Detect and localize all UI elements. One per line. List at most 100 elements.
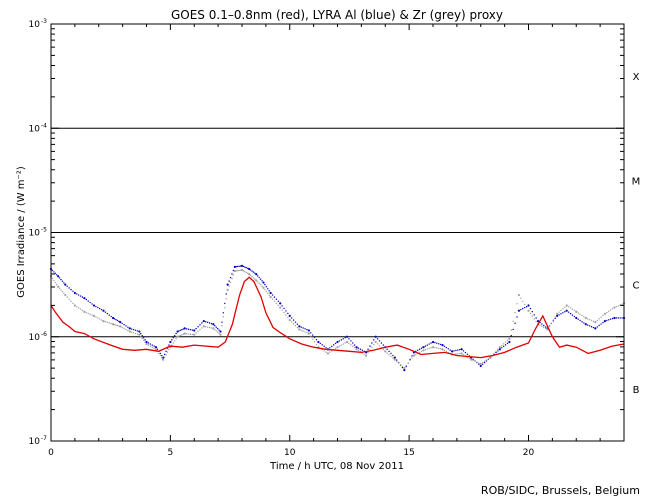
data-point: [311, 334, 314, 336]
data-point: [147, 344, 150, 346]
data-point: [187, 328, 190, 330]
data-point: [388, 353, 390, 356]
data-point: [560, 313, 562, 315]
data-point: [418, 351, 421, 354]
data-point: [355, 346, 358, 349]
data-point: [81, 296, 84, 298]
data-point: [92, 304, 96, 307]
data-point: [183, 332, 186, 335]
data-point: [237, 269, 239, 272]
y-tick-label: 10: [29, 437, 41, 447]
data-point: [162, 356, 165, 359]
data-point: [269, 291, 272, 295]
data-point: [182, 328, 184, 330]
data-point: [273, 296, 276, 298]
data-point: [283, 307, 285, 310]
data-point: [95, 305, 97, 308]
data-point: [244, 270, 246, 273]
data-point: [592, 320, 595, 323]
data-point: [522, 307, 524, 310]
data-point: [255, 273, 258, 276]
data-point: [523, 306, 526, 309]
data-point: [144, 341, 146, 343]
series-layer: [49, 264, 626, 372]
data-point: [123, 327, 125, 330]
data-point: [588, 318, 591, 321]
data-point: [257, 281, 259, 283]
data-point: [61, 280, 64, 282]
data-point: [514, 311, 516, 314]
data-point: [608, 319, 610, 321]
data-point: [83, 310, 86, 313]
data-point: [166, 351, 169, 353]
x-tick-label: 10: [284, 448, 296, 458]
data-point: [541, 325, 543, 328]
data-point: [409, 359, 411, 362]
data-point: [590, 319, 593, 322]
data-point: [267, 292, 269, 295]
data-point: [205, 326, 207, 328]
data-point: [353, 347, 356, 349]
data-point: [306, 332, 308, 334]
y-tick-label: 10: [29, 124, 41, 134]
data-point: [104, 311, 107, 313]
data-point: [125, 325, 127, 327]
data-point: [403, 366, 406, 370]
data-point: [535, 320, 537, 323]
data-point: [181, 328, 183, 331]
data-point: [544, 327, 547, 330]
data-point: [154, 348, 158, 351]
data-point: [434, 346, 436, 349]
data-point: [68, 298, 70, 300]
data-point: [323, 350, 325, 352]
data-point: [533, 318, 535, 320]
data-point: [457, 353, 459, 355]
data-point: [123, 323, 125, 326]
data-point: [502, 343, 505, 345]
data-point: [91, 303, 93, 305]
data-point: [487, 358, 490, 360]
lyra-al-proxy-series: [49, 264, 626, 372]
data-point: [268, 290, 270, 292]
data-point: [259, 278, 262, 280]
data-point: [156, 348, 159, 350]
data-point: [340, 339, 343, 341]
data-point: [588, 325, 591, 327]
data-point: [292, 319, 295, 321]
data-point: [565, 304, 568, 307]
data-point: [53, 271, 55, 273]
data-point: [302, 330, 304, 332]
data-point: [158, 352, 160, 355]
data-point: [185, 328, 188, 330]
data-point: [508, 340, 511, 344]
data-point: [91, 314, 93, 316]
data-point: [187, 333, 190, 335]
data-point: [554, 316, 556, 318]
data-point: [163, 353, 166, 356]
data-point: [138, 333, 141, 336]
x-axis: 0 5 10 15 20: [48, 24, 601, 458]
data-point: [539, 324, 541, 326]
data-point: [288, 318, 291, 322]
data-point: [584, 323, 587, 326]
data-point: [206, 326, 209, 328]
data-point: [232, 269, 235, 272]
data-point: [564, 306, 566, 308]
data-point: [149, 345, 152, 347]
data-point: [258, 276, 260, 279]
data-point: [611, 308, 614, 310]
data-point: [73, 291, 76, 295]
data-point: [567, 306, 570, 308]
data-point: [554, 317, 556, 320]
data-point: [252, 277, 255, 279]
data-point: [353, 344, 356, 346]
data-point: [259, 284, 262, 286]
data-point: [119, 321, 122, 324]
data-point: [130, 328, 133, 330]
data-point: [449, 349, 451, 351]
data-point: [571, 308, 574, 310]
data-point: [569, 307, 572, 309]
data-point: [304, 331, 306, 333]
data-point: [621, 317, 623, 319]
data-point: [380, 342, 383, 344]
